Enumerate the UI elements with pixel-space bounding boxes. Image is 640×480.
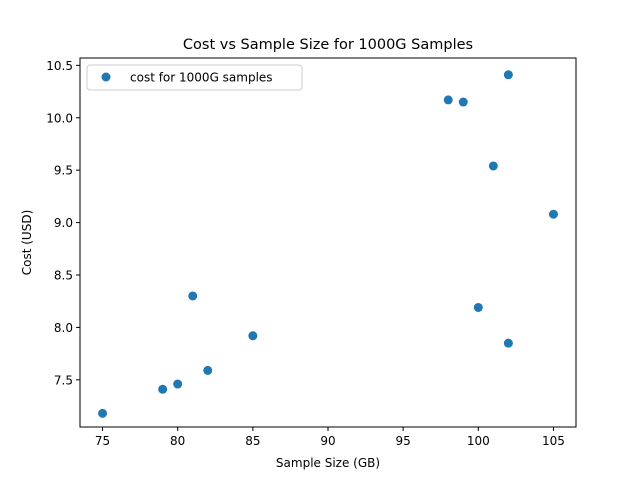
scatter-point <box>188 291 198 301</box>
scatter-point <box>98 408 108 418</box>
y-tick-label: 10.0 <box>46 111 73 125</box>
y-tick-label: 9.5 <box>54 164 73 178</box>
x-axis-title: Sample Size (GB) <box>276 456 380 470</box>
legend-frame <box>86 64 303 91</box>
y-tick-label: 8.0 <box>54 321 73 335</box>
x-axis-ticks: 75 80 85 90 95 100 105 <box>95 427 565 448</box>
legend-marker <box>101 72 111 82</box>
x-tick-label: 100 <box>467 434 490 448</box>
x-tick-label: 75 <box>95 434 110 448</box>
x-tick-label: 105 <box>542 434 565 448</box>
scatter-point <box>503 338 513 348</box>
legend: cost for 1000G samples <box>86 64 303 91</box>
y-axis-ticks: 7.5 8.0 8.5 9.0 9.5 10.0 10.5 <box>46 59 80 387</box>
scatter-point <box>488 161 498 171</box>
x-tick-label: 90 <box>320 434 335 448</box>
y-tick-label: 8.5 <box>54 268 73 282</box>
y-tick-label: 10.5 <box>46 59 73 73</box>
data-points <box>98 70 558 418</box>
plot-area <box>80 58 576 427</box>
scatter-point <box>158 384 168 394</box>
x-tick-label: 80 <box>170 434 185 448</box>
x-tick-label: 85 <box>245 434 260 448</box>
x-tick-label: 95 <box>396 434 411 448</box>
scatter-point <box>548 209 558 219</box>
chart-title: Cost vs Sample Size for 1000G Samples <box>183 37 473 53</box>
scatter-point <box>458 97 468 107</box>
legend-label: cost for 1000G samples <box>130 71 273 85</box>
scatter-point <box>473 302 483 312</box>
scatter-point <box>503 70 513 80</box>
scatter-point <box>248 331 258 341</box>
scatter-point <box>443 95 453 105</box>
scatter-point <box>173 379 183 389</box>
y-axis-title: Cost (USD) <box>20 210 34 276</box>
y-tick-label: 7.5 <box>54 373 73 387</box>
y-tick-label: 9.0 <box>54 216 73 230</box>
scatter-point <box>203 365 213 375</box>
